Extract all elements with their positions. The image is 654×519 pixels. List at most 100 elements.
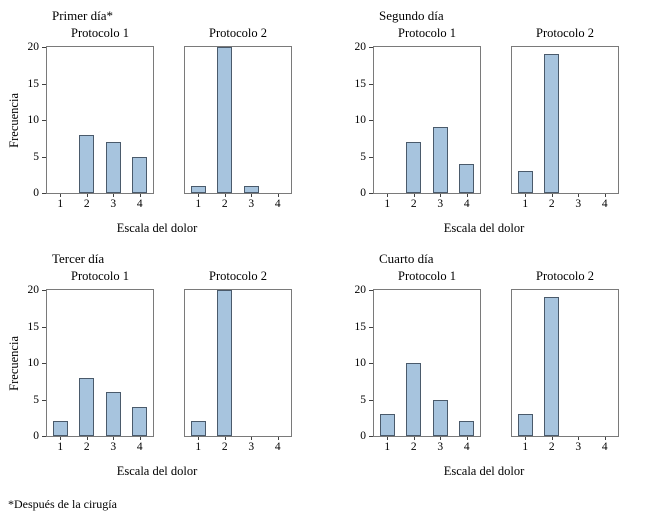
subchart-title: Protocolo 1 (398, 26, 456, 40)
y-tick-label: 15 (354, 77, 367, 90)
panel-cuarto-dia: Cuarto día 0 5 10 15 20 Protocolo 1 1 2 3 4 Pro… (327, 251, 654, 494)
panel-main: 0 5 10 15 20 Protocolo 1 1 2 3 4 Protocolo 2 1 2… (22, 26, 292, 236)
x-tick-mark (578, 437, 580, 440)
y-tick-label: 20 (27, 41, 40, 53)
plot-area: 1 2 3 4 (373, 46, 481, 210)
subchart-protocolo-1: Protocolo 1 1 2 3 4 (373, 269, 481, 453)
subchart-protocolo-1: Protocolo 1 1 2 3 4 (373, 26, 481, 210)
x-tick-label: 2 (410, 441, 417, 453)
subchart-protocolo-2: Protocolo 2 1 2 3 4 (184, 26, 292, 210)
bar-escala-1 (190, 421, 206, 436)
panel-title: Segundo día (379, 8, 444, 23)
bar-escala-1 (517, 171, 533, 193)
y-tick-label: 5 (33, 393, 39, 406)
y-tick-mark (369, 363, 373, 364)
y-tick-label: 15 (354, 320, 367, 333)
y-tick-label: 10 (354, 114, 367, 126)
subchart-title: Protocolo 1 (71, 26, 129, 40)
x-tick-label: 1 (384, 198, 391, 210)
x-tick-label: 1 (384, 441, 391, 453)
y-tick-label: 5 (360, 150, 366, 163)
x-tick-mark (551, 437, 553, 440)
x-tick-label: 2 (83, 198, 90, 210)
x-tick-label: 1 (195, 198, 202, 210)
panel-primer-dia: Primer día* Frecuencia 0 5 10 15 20 Protocol… (0, 8, 327, 251)
y-tick-mark (42, 47, 46, 48)
bar-escala-4 (132, 156, 148, 193)
bar-escala-3 (432, 127, 448, 193)
x-tick-mark (60, 437, 62, 440)
y-tick-label: 20 (354, 284, 367, 296)
plot-area: 1 2 3 4 (46, 289, 154, 453)
x-tick-mark (387, 194, 389, 197)
bar-escala-4 (459, 163, 475, 193)
y-tick-label: 0 (33, 187, 39, 199)
y-axis-label-text: Frecuencia (6, 92, 21, 148)
y-tick-mark (369, 47, 373, 48)
x-tick-label: 3 (110, 198, 117, 210)
panel-tercer-dia: Tercer día Frecuencia 0 5 10 15 20 Protocolo… (0, 251, 327, 494)
plot-area: 1 2 3 4 (373, 289, 481, 453)
x-tick-mark (440, 437, 442, 440)
y-tick-label: 20 (354, 41, 367, 53)
x-tick-label: 3 (248, 441, 255, 453)
y-tick-mark (369, 326, 373, 328)
y-tick-mark (42, 326, 46, 328)
x-tick-label: 3 (575, 198, 582, 210)
subchart-title: Protocolo 2 (209, 269, 267, 283)
y-axis: 0 5 10 15 20 (349, 41, 373, 199)
x-tick-label: 3 (437, 198, 444, 210)
x-tick-mark (413, 194, 415, 197)
x-tick-label: 4 (274, 198, 281, 210)
charts-row: 0 5 10 15 20 Protocolo 1 1 2 3 4 Protocolo 2 1 2… (22, 269, 292, 453)
y-tick-mark (42, 156, 46, 158)
bar-escala-2 (217, 47, 233, 193)
footnote: *Después de la cirugía (8, 497, 117, 511)
x-tick-mark (224, 194, 226, 197)
x-tick-label: 1 (522, 441, 529, 453)
x-tick-label: 2 (548, 198, 555, 210)
y-tick-label: 0 (33, 430, 39, 442)
subchart-title: Protocolo 1 (398, 269, 456, 283)
plot-area: 1 2 3 4 (184, 289, 292, 453)
bar-escala-3 (432, 399, 448, 436)
x-tick-mark (440, 194, 442, 197)
subchart-protocolo-2: Protocolo 2 1 2 3 4 (184, 269, 292, 453)
x-tick-mark (466, 194, 468, 197)
x-tick-mark (113, 194, 115, 197)
y-tick-label: 15 (27, 77, 40, 90)
x-tick-mark (251, 194, 253, 197)
y-tick-mark (42, 363, 46, 364)
y-tick-label: 5 (360, 393, 366, 406)
y-axis-label: Frecuencia (6, 269, 22, 457)
x-tick-mark (551, 194, 553, 197)
subchart-protocolo-1: Protocolo 1 1 2 3 4 (46, 269, 154, 453)
x-tick-label: 4 (463, 198, 470, 210)
charts-row: 0 5 10 15 20 Protocolo 1 1 2 3 4 Protocolo 2 1 2… (349, 269, 619, 453)
plot-area: 1 2 3 4 (184, 46, 292, 210)
x-tick-mark (139, 194, 141, 197)
x-tick-label: 4 (601, 198, 608, 210)
x-tick-mark (604, 194, 606, 197)
subchart-protocolo-2: Protocolo 2 1 2 3 4 (511, 269, 619, 453)
x-tick-label: 4 (274, 441, 281, 453)
x-tick-mark (113, 437, 115, 440)
bar-escala-1 (517, 414, 533, 436)
panel-main: 0 5 10 15 20 Protocolo 1 1 2 3 4 Protocolo 2 1 2… (349, 269, 619, 479)
bar-escala-2 (79, 377, 95, 436)
y-tick-label: 0 (360, 187, 366, 199)
x-tick-mark (86, 437, 88, 440)
x-tick-label: 1 (57, 441, 64, 453)
y-tick-label: 10 (27, 114, 40, 126)
x-tick-label: 3 (437, 441, 444, 453)
subchart-title: Protocolo 1 (71, 269, 129, 283)
subchart-title: Protocolo 2 (536, 26, 594, 40)
y-tick-label: 0 (360, 430, 366, 442)
x-tick-mark (86, 194, 88, 197)
y-tick-mark (42, 83, 46, 85)
x-tick-mark (387, 437, 389, 440)
panel-title: Primer día* (52, 8, 114, 23)
y-axis: 0 5 10 15 20 (22, 284, 46, 442)
bar-escala-1 (379, 414, 395, 436)
panel-main: 0 5 10 15 20 Protocolo 1 1 2 3 4 Protocolo 2 1 2… (349, 26, 619, 236)
